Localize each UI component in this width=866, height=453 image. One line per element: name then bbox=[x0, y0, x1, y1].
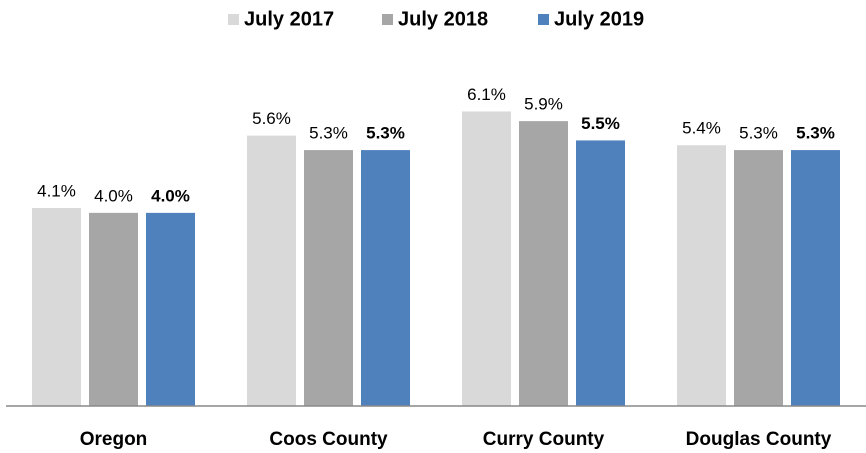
legend-label: July 2018 bbox=[398, 8, 488, 30]
value-label: 4.0% bbox=[94, 186, 133, 205]
legend-swatch bbox=[538, 14, 549, 25]
x-tick-label: Coos County bbox=[269, 429, 388, 450]
legend-label: July 2017 bbox=[244, 8, 334, 30]
bar bbox=[677, 145, 726, 406]
bar bbox=[146, 212, 195, 406]
legend-label: July 2019 bbox=[554, 8, 644, 30]
bar bbox=[89, 212, 138, 406]
value-label: 5.6% bbox=[252, 109, 291, 128]
bar bbox=[462, 111, 511, 406]
bar bbox=[576, 140, 625, 406]
value-label: 5.9% bbox=[524, 95, 563, 114]
value-label: 6.1% bbox=[467, 85, 506, 104]
bar bbox=[791, 150, 840, 406]
value-label: 5.3% bbox=[796, 124, 835, 143]
bar bbox=[304, 150, 353, 406]
bar bbox=[361, 150, 410, 406]
value-label: 5.3% bbox=[366, 124, 405, 143]
bar bbox=[247, 135, 296, 406]
bar bbox=[519, 121, 568, 406]
legend-swatch bbox=[228, 14, 239, 25]
value-label: 5.5% bbox=[581, 114, 620, 133]
value-label: 4.1% bbox=[37, 182, 76, 201]
value-label: 4.0% bbox=[151, 186, 190, 205]
value-label: 5.3% bbox=[739, 124, 778, 143]
bar bbox=[734, 150, 783, 406]
x-tick-label: Douglas County bbox=[686, 429, 832, 450]
legend-swatch bbox=[382, 14, 393, 25]
value-label: 5.3% bbox=[309, 124, 348, 143]
value-label: 5.4% bbox=[682, 119, 721, 138]
x-tick-label: Oregon bbox=[80, 429, 148, 450]
bar bbox=[32, 208, 81, 406]
x-tick-label: Curry County bbox=[483, 429, 605, 450]
